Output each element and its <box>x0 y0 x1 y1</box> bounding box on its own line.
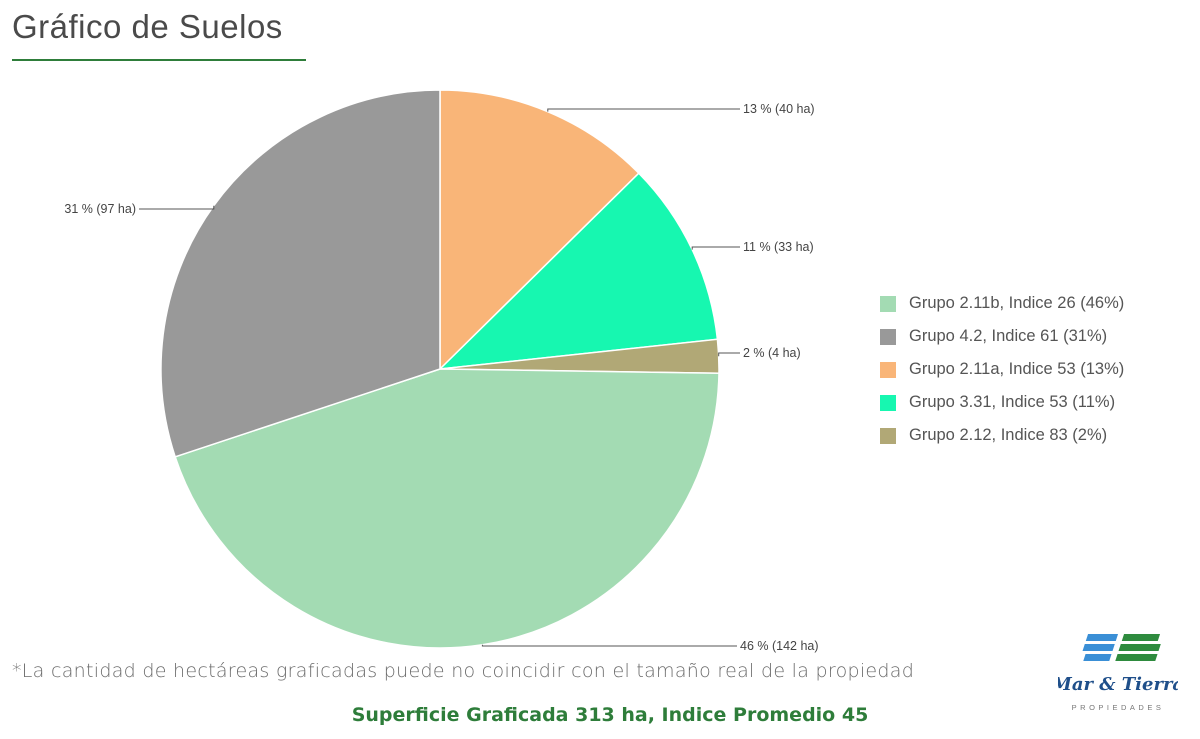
pie-slice <box>160 89 441 458</box>
legend-label: Grupo 4.2, Indice 61 (31%) <box>909 327 1108 345</box>
slice-callout-label: 46 % (142 ha) <box>740 639 819 653</box>
summary-text: Superficie Graficada 313 ha, Indice Prom… <box>351 704 869 726</box>
legend-item: Grupo 2.12, Indice 83 (2%) <box>880 419 1124 452</box>
svg-text:Mar & Tierra: Mar & Tierra <box>1058 674 1178 695</box>
chart-legend: Grupo 2.11b, Indice 26 (46%) Grupo 4.2, I… <box>880 287 1124 452</box>
pie-slices <box>160 89 720 649</box>
legend-label: Grupo 2.11b, Indice 26 (46%) <box>909 294 1125 312</box>
pie-slice <box>439 89 640 371</box>
callout-leader <box>139 205 215 210</box>
footnote: *La cantidad de hectáreas graficadas pue… <box>12 660 915 682</box>
legend-swatch <box>880 295 896 312</box>
legend-swatch <box>880 328 896 345</box>
slice-callout-label: 11 % (33 ha) <box>743 240 814 254</box>
legend-item: Grupo 3.31, Indice 53 (11%) <box>880 386 1124 419</box>
pie-slice <box>174 368 720 649</box>
legend-item: Grupo 2.11b, Indice 26 (46%) <box>880 287 1124 320</box>
callout-leader <box>481 644 737 647</box>
legend-swatch <box>880 427 896 444</box>
title-underline <box>12 59 306 61</box>
callout-leader <box>691 246 740 250</box>
svg-text:PROPIEDADES: PROPIEDADES <box>1072 703 1165 712</box>
legend-item: Grupo 4.2, Indice 61 (31%) <box>880 320 1124 353</box>
slice-callout-label: 31 % (97 ha) <box>64 202 136 216</box>
legend-swatch <box>880 394 896 411</box>
logo-mark-icon: Mar & Tierra PROPIEDADES <box>1051 634 1184 712</box>
page-title: Gráfico de Suelos <box>12 8 283 45</box>
callout-leader <box>718 352 740 357</box>
legend-swatch <box>880 361 896 378</box>
legend-label: Grupo 2.11a, Indice 53 (13%) <box>909 360 1125 378</box>
slice-callout-label: 13 % (40 ha) <box>743 102 815 116</box>
legend-label: Grupo 2.12, Indice 83 (2%) <box>909 426 1108 444</box>
pie-callouts: 13 % (40 ha) 11 % (33 ha) 2 % (4 ha) 46 % (… <box>64 102 818 653</box>
legend-item: Grupo 2.11a, Indice 53 (13%) <box>880 353 1124 386</box>
legend-label: Grupo 3.31, Indice 53 (11%) <box>909 393 1116 411</box>
slice-callout-label: 2 % (4 ha) <box>743 346 801 360</box>
callout-leader <box>547 108 740 112</box>
company-logo: Mar & Tierra PROPIEDADES <box>1051 628 1184 724</box>
